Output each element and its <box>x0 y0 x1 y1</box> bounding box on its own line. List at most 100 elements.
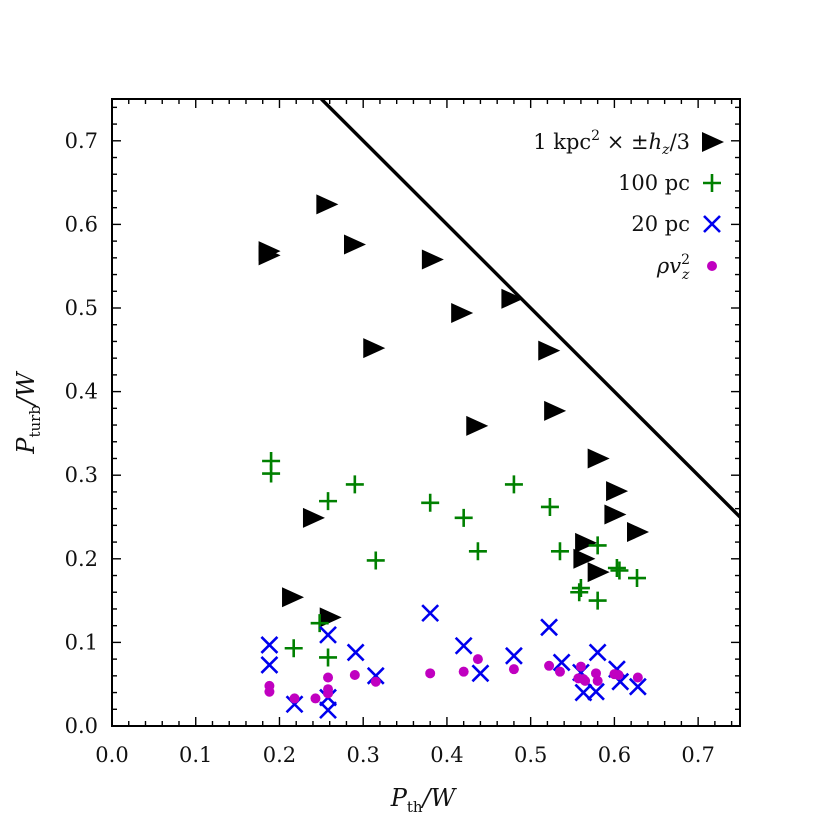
circle-point <box>613 670 624 681</box>
series-1 <box>258 194 650 628</box>
plus-point <box>319 648 338 667</box>
plus-point <box>454 508 473 527</box>
plus-point <box>550 542 569 561</box>
triangle-point <box>538 340 561 361</box>
x-axis-label: Pth/W <box>390 784 458 816</box>
plot-area <box>258 99 740 720</box>
x-tick-label: 0.4 <box>430 743 463 767</box>
x-tick-label: 0.6 <box>598 743 631 767</box>
plus-point <box>262 464 281 483</box>
legend-marker-1 <box>702 132 724 152</box>
triangle-point <box>604 504 627 525</box>
triangle-point <box>606 481 629 502</box>
triangle-point <box>316 194 339 215</box>
y-tick-label: 0.5 <box>65 296 98 320</box>
plus-point <box>366 551 385 570</box>
x-point <box>471 664 490 683</box>
plus-point <box>421 493 440 512</box>
x-tick-label: 0.0 <box>95 743 128 767</box>
x-tick-label: 0.5 <box>514 743 547 767</box>
y-tick-label: 0.3 <box>65 463 98 487</box>
circle-point <box>590 668 601 679</box>
plus-point <box>628 569 647 588</box>
triangle-point <box>451 303 474 324</box>
x-point <box>260 656 279 674</box>
circle-point <box>632 672 643 683</box>
plus-point <box>588 536 607 555</box>
x-point <box>319 701 337 720</box>
circle-point <box>310 693 321 704</box>
circle-point <box>592 675 603 686</box>
y-tick-label: 0.0 <box>65 714 98 738</box>
plus-point <box>571 579 590 598</box>
series-4 <box>264 654 643 704</box>
x-point <box>285 695 304 714</box>
plus-point <box>570 583 589 602</box>
axes: 0.0 0.1 0.2 0.3 0.4 0.5 0.6 0.7 0.0 0.1 0.2 0.3 0.4 0… <box>65 98 741 767</box>
triangle-point <box>258 245 281 266</box>
y-tick-label: 0.7 <box>65 129 98 153</box>
plus-point <box>284 639 303 658</box>
x-point <box>346 643 365 662</box>
plus-point <box>310 614 329 633</box>
x-tick-label: 0.2 <box>263 743 296 767</box>
legend-marker-3 <box>703 215 721 233</box>
x-point <box>421 604 440 623</box>
legend-marker-4 <box>707 261 717 271</box>
legend: 1 kpc2 × ±hz/3 100 pc 20 pc ρv2 z <box>533 128 724 283</box>
circle-point <box>289 693 300 704</box>
x-tick-label: 0.3 <box>346 743 379 767</box>
plot-frame <box>111 98 741 727</box>
triangle-point <box>573 548 596 569</box>
y-tick-label: 0.2 <box>65 547 98 571</box>
circle-point <box>544 660 555 671</box>
triangle-point <box>627 522 650 543</box>
legend-label-1: 1 kpc2 × ±hz/3 <box>533 128 690 158</box>
x-point <box>628 677 647 696</box>
x-point <box>540 618 559 637</box>
circle-point <box>323 672 334 683</box>
circle-point <box>554 666 565 677</box>
triangle-point <box>282 587 305 608</box>
circle-point <box>580 675 591 686</box>
x-tick-label: 0.1 <box>179 743 212 767</box>
plus-point <box>468 542 487 561</box>
x-point <box>587 682 605 701</box>
x-point <box>319 625 337 644</box>
plot-marks <box>258 99 740 720</box>
plus-point <box>319 492 338 511</box>
plus-point <box>588 591 607 610</box>
triangle-point <box>466 415 489 436</box>
legend-label-4: ρv2 z <box>656 252 690 283</box>
triangle-point <box>501 288 524 309</box>
legend-marker-2 <box>703 174 721 192</box>
y-tick-label: 0.4 <box>65 380 98 404</box>
triangle-point <box>343 234 366 255</box>
triangle-point <box>544 400 567 421</box>
plus-point <box>610 561 629 580</box>
x-point <box>588 643 607 662</box>
triangle-point <box>575 532 598 553</box>
triangle-point <box>302 507 325 528</box>
circle-point <box>575 661 586 672</box>
plus-point <box>345 475 364 494</box>
x-point <box>366 666 385 685</box>
circle-point <box>370 676 381 687</box>
plus-point <box>540 497 559 516</box>
circle-point <box>458 666 469 677</box>
y-axis-label: Pturb/W <box>12 370 44 455</box>
triangle-point <box>587 448 610 469</box>
triangle-point <box>587 562 610 583</box>
boundary-line <box>320 99 740 519</box>
x-tick-label: 0.7 <box>681 743 714 767</box>
y-tick-label: 0.6 <box>65 212 98 236</box>
triangle-point <box>421 249 444 270</box>
plus-point <box>504 475 523 494</box>
circle-point <box>349 670 360 681</box>
circle-point <box>472 654 483 665</box>
x-point <box>505 646 523 665</box>
circle-point <box>264 686 275 697</box>
circle-point <box>508 664 519 675</box>
triangle-point <box>363 338 386 359</box>
